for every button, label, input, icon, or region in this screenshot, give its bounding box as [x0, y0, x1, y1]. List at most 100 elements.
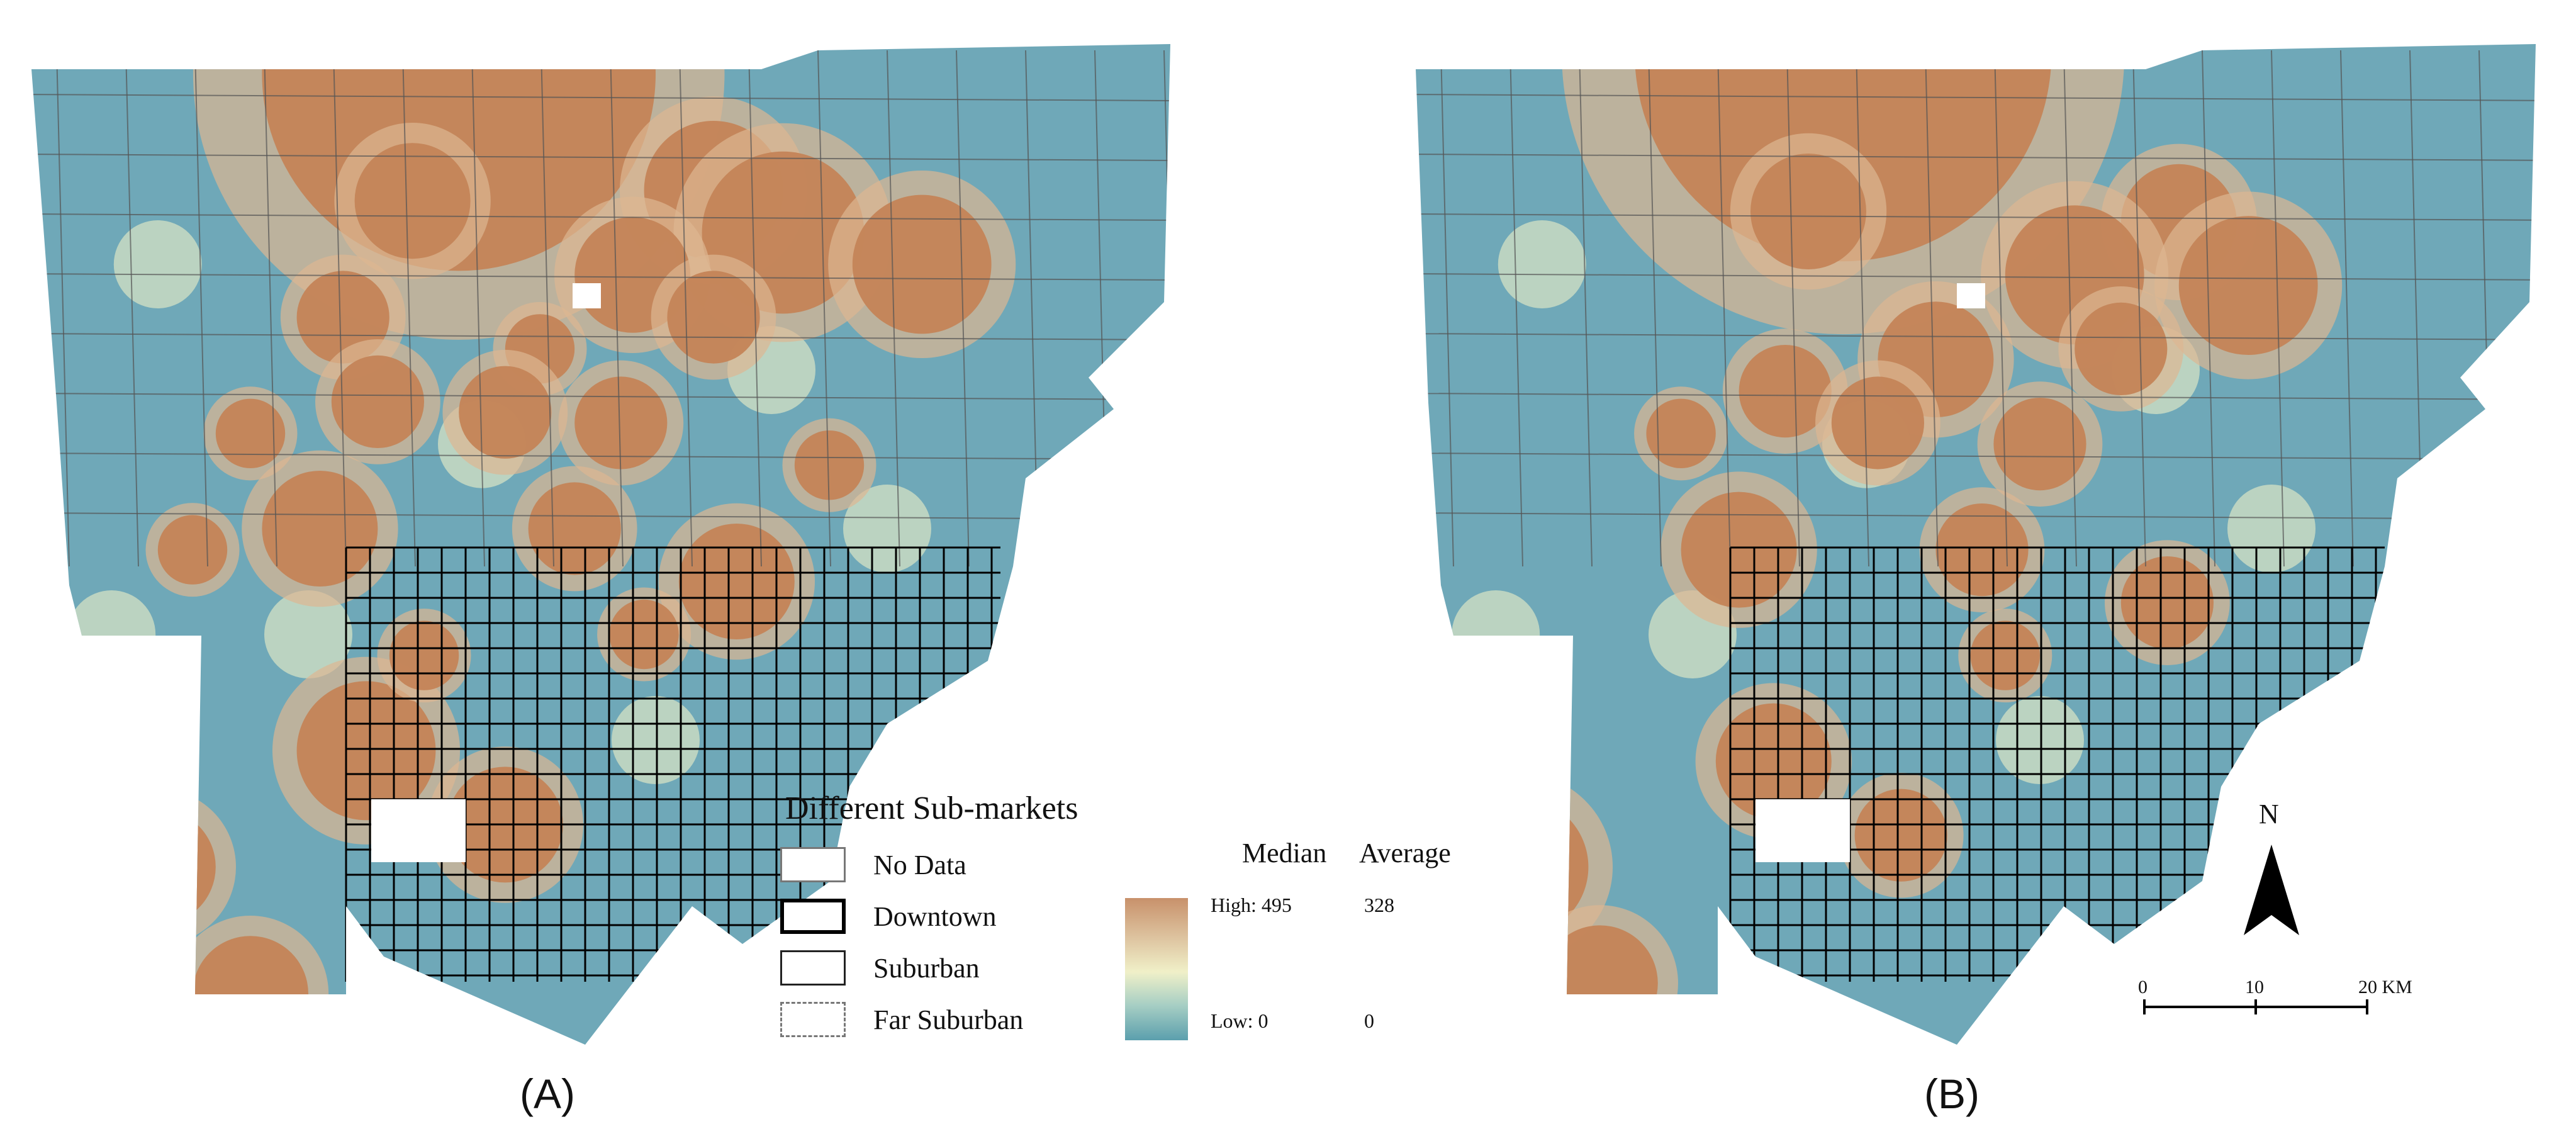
map-hotspot	[157, 515, 228, 585]
suburban-boundary	[2548, 50, 2561, 566]
map-hotspot	[1750, 154, 1866, 269]
suburban-boundary	[2340, 50, 2354, 567]
average-low-label: 0	[1364, 1009, 1374, 1032]
suburban-boundary	[610, 50, 624, 567]
legend-label: Suburban	[873, 952, 980, 984]
map-hotspot	[667, 271, 760, 364]
no-data-area	[1957, 283, 1985, 308]
color-ramp	[1125, 898, 1188, 1040]
heatmap-b	[1416, 44, 2561, 1045]
map-patch	[612, 696, 700, 784]
suburban-boundary	[333, 50, 347, 567]
map-hotspot	[1854, 789, 1947, 882]
suburban-boundary	[1994, 50, 2008, 567]
suburban-boundary	[31, 94, 1170, 101]
suburban-boundary	[1416, 512, 2536, 520]
suburban-boundary	[1786, 50, 1800, 567]
map-hotspot	[459, 366, 552, 459]
legend-item-downtown: Downtown	[780, 897, 997, 935]
map-patch	[67, 590, 156, 678]
map-panel-b	[1416, 44, 2561, 1045]
map-hotspot	[609, 599, 679, 670]
map-hotspot	[193, 936, 308, 1045]
suburban-boundary	[31, 213, 1170, 221]
legend-label: Downtown	[873, 901, 997, 932]
suburban-boundary	[1440, 50, 1454, 567]
suburban-boundary	[1925, 50, 1939, 567]
scale-tick-10: 10	[2245, 977, 2264, 997]
map-hotspot	[389, 621, 459, 690]
suburban-boundary	[125, 50, 139, 567]
suburban-boundary	[1717, 50, 1731, 567]
map-hotspot	[678, 524, 795, 639]
north-label: N	[2259, 799, 2279, 829]
scale-bar	[2143, 999, 2368, 1014]
map-hotspot	[2120, 556, 2214, 649]
legend-swatch-suburban	[780, 950, 846, 986]
suburban-boundary	[2202, 50, 2215, 567]
panel-label-b: (B)	[1924, 1070, 1980, 1117]
suburban-boundary	[31, 333, 1170, 340]
suburban-boundary	[2132, 50, 2146, 567]
map-patch	[1498, 220, 1586, 308]
map-patch	[264, 590, 352, 678]
map-hotspot	[1681, 492, 1797, 608]
map-hotspot	[1449, 797, 1589, 936]
average-high-label: 328	[1364, 894, 1394, 916]
panel-label-a: (A)	[520, 1070, 575, 1117]
legend-label: Far Suburban	[873, 1004, 1024, 1035]
map-hotspot	[296, 681, 436, 821]
no-data-area	[573, 283, 601, 308]
map-hotspot	[1970, 621, 2040, 690]
map-hotspot	[262, 471, 378, 587]
map-patch	[843, 485, 931, 573]
legend-item-far-suburban: Far Suburban	[780, 1001, 1023, 1038]
suburban-boundary	[1416, 213, 2536, 221]
map-hotspot	[1935, 503, 2029, 597]
suburban-boundary	[887, 50, 900, 567]
scale-tick-0: 0	[2138, 977, 2148, 997]
map-hotspot	[2178, 216, 2318, 355]
suburban-boundary	[194, 50, 208, 567]
legend-title: Different Sub-markets	[785, 790, 1078, 826]
suburban-boundary	[679, 50, 693, 567]
legend-swatch-downtown	[780, 899, 846, 934]
map-hotspot	[215, 398, 286, 468]
suburban-boundary	[1509, 50, 1523, 567]
map-hotspot	[574, 376, 668, 469]
map-hotspot	[1831, 376, 1924, 469]
suburban-boundary	[1163, 50, 1170, 567]
suburban-boundary	[31, 512, 1170, 520]
suburban-boundary	[264, 50, 277, 567]
map-panel-a	[31, 44, 1170, 1045]
map-hotspot	[852, 194, 992, 334]
map-hotspot	[528, 482, 621, 575]
map-hotspot	[794, 430, 865, 500]
no-data-area	[371, 799, 466, 862]
legend-item-no-data: No Data	[780, 846, 966, 884]
map-patch	[1452, 590, 1540, 678]
scale-header-average: Average	[1359, 838, 1451, 868]
map-hotspot	[1542, 925, 1658, 1042]
median-low-label: Low: 0	[1211, 1009, 1268, 1032]
suburban-boundary	[817, 50, 831, 567]
legend-swatch-far-suburban	[780, 1002, 846, 1037]
map-patch	[2227, 485, 2316, 573]
suburban-boundary	[956, 50, 970, 567]
scale-header-median: Median	[1242, 838, 1327, 868]
map-hotspot	[99, 809, 216, 925]
legend-label: No Data	[873, 849, 966, 880]
map-patch	[1996, 696, 2084, 784]
suburban-boundary	[31, 154, 1170, 161]
no-data-area	[1756, 799, 1850, 862]
suburban-boundary	[31, 273, 1170, 281]
suburban-boundary	[1416, 154, 2536, 161]
suburban-boundary	[748, 50, 762, 567]
suburban-boundary	[402, 50, 416, 567]
suburban-boundary	[2271, 50, 2285, 567]
median-high-label: High: 495	[1211, 894, 1292, 916]
north-arrow-icon	[2244, 845, 2299, 935]
heatmap-a	[31, 44, 1170, 1045]
suburban-boundary	[1416, 273, 2536, 281]
legend-swatch-no-data	[780, 847, 846, 882]
